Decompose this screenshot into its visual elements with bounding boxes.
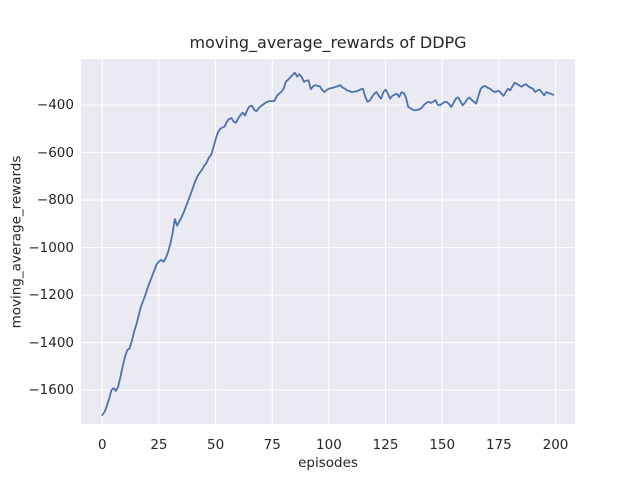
x-tick-label: 175 (485, 437, 512, 453)
x-tick-label: 75 (263, 437, 281, 453)
x-tick-label: 200 (542, 437, 569, 453)
grid-lines (81, 59, 575, 424)
plot-background (81, 59, 575, 424)
x-tick-label: 150 (429, 437, 456, 453)
y-tick-label: −1000 (28, 239, 74, 256)
y-tick-label: −800 (36, 192, 74, 209)
x-tick-label: 125 (372, 437, 399, 453)
x-axis-label: episodes (298, 455, 358, 471)
x-tick-label: 50 (207, 437, 225, 453)
data-line (101, 71, 555, 416)
chart-title: moving_average_rewards of DDPG (189, 33, 467, 52)
y-tick-label: −1600 (28, 382, 74, 399)
x-tick-label: 0 (98, 437, 107, 453)
plot-area (81, 59, 575, 424)
y-tick-label: −400 (36, 97, 74, 114)
y-tick-label: −1400 (28, 334, 74, 351)
y-axis-label: moving_average_rewards (8, 155, 25, 329)
y-tick-label: −1200 (28, 287, 74, 304)
x-tick-label: 25 (150, 437, 168, 453)
x-tick-label: 100 (316, 437, 342, 453)
y-tick-label: −600 (36, 144, 74, 161)
data-line-series (101, 71, 555, 416)
